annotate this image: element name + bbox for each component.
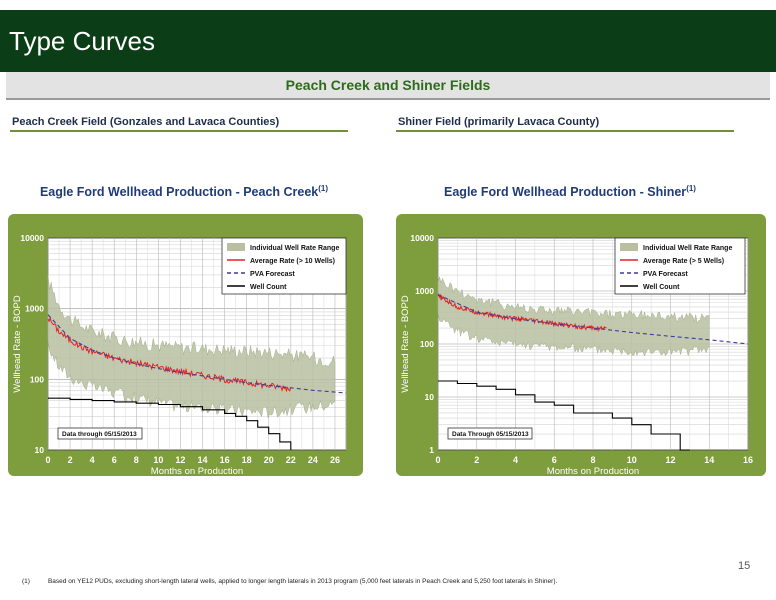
y-axis-label: Wellhead Rate - BOPD <box>400 295 411 393</box>
pva-forecast-line <box>47 314 347 394</box>
x-tick-label: 8 <box>590 455 595 465</box>
legend-swatch <box>227 243 245 251</box>
x-tick-label: 24 <box>308 455 318 465</box>
y-tick-label: 10 <box>425 392 435 402</box>
left-chart-title-text: Eagle Ford Wellhead Production - Peach C… <box>39 185 319 200</box>
x-tick-label: 2 <box>68 455 73 465</box>
y-tick-label: 100 <box>420 339 434 349</box>
well-count-line <box>438 380 690 451</box>
x-tick-label: 26 <box>330 455 340 465</box>
average-rate-line <box>47 316 292 393</box>
legend-label: PVA Forecast <box>643 271 688 278</box>
y-tick-label: 1 <box>429 445 434 455</box>
section-banner: Peach Creek and Shiner Fields <box>6 72 770 100</box>
left-chart-title: Eagle Ford Wellhead Production - Peach C… <box>4 184 364 199</box>
banner-title: Peach Creek and Shiner Fields <box>285 77 491 93</box>
legend-label: Average Rate (> 10 Wells) <box>250 258 335 265</box>
x-tick-label: 12 <box>175 455 185 465</box>
data-through-box <box>57 427 143 440</box>
x-tick-label: 0 <box>45 455 50 465</box>
page-title: Type Curves <box>9 26 155 56</box>
y-tick-label: 10 <box>35 445 45 455</box>
x-axis-label: Months on Production <box>547 466 639 476</box>
y-tick-label: 1000 <box>415 286 434 296</box>
right-chart-title-footnote: (1) <box>686 184 696 193</box>
left-field-heading: Peach Creek Field (Gonzales and Lavaca C… <box>12 116 280 128</box>
x-tick-label: 14 <box>704 455 714 465</box>
legend-label: Individual Well Rate Range <box>643 245 732 252</box>
footnote: (1) Based on YE12 PUDs, excluding short-l… <box>22 578 557 585</box>
data-through-label: Data Through 05/15/2013 <box>452 431 529 438</box>
footnote-text: Based on YE12 PUDs, excluding short-leng… <box>47 578 558 585</box>
average-rate-line <box>437 292 607 333</box>
x-tick-label: 10 <box>153 455 163 465</box>
x-tick-label: 20 <box>264 455 274 465</box>
right-chart-title-text: Eagle Ford Wellhead Production - Shiner <box>444 185 687 200</box>
y-tick-label: 1000 <box>25 304 44 314</box>
legend-label: Individual Well Rate Range <box>250 245 339 252</box>
x-tick-label: 2 <box>474 455 479 465</box>
x-tick-label: 6 <box>552 455 557 465</box>
x-tick-label: 10 <box>627 455 637 465</box>
legend-label: PVA Forecast <box>250 271 295 278</box>
y-tick-label: 10000 <box>410 233 434 243</box>
legend-label: Well Count <box>250 284 287 291</box>
data-through-box <box>447 427 533 440</box>
x-tick-label: 6 <box>112 455 117 465</box>
x-tick-label: 22 <box>286 455 296 465</box>
left-heading-rule <box>10 130 348 132</box>
x-tick-label: 18 <box>242 455 252 465</box>
well-count-line <box>48 397 292 450</box>
legend-label: Average Rate (> 5 Wells) <box>643 258 724 265</box>
right-heading-rule <box>396 130 734 132</box>
y-tick-label: 10000 <box>20 233 44 243</box>
shiner-chart: 0 2 4 6 8 10 12 14 16 1 10 100 1000 10000 Months on Pr… <box>396 214 766 476</box>
legend-label: Well Count <box>643 284 680 291</box>
data-through-label: Data through 05/15/2013 <box>62 431 137 438</box>
x-tick-label: 0 <box>435 455 440 465</box>
x-tick-label: 16 <box>220 455 230 465</box>
x-tick-label: 8 <box>134 455 139 465</box>
right-field-heading: Shiner Field (primarily Lavaca County) <box>398 116 600 128</box>
x-tick-label: 14 <box>198 455 208 465</box>
page-number: 15 <box>738 560 751 572</box>
well-rate-range-band <box>47 274 336 419</box>
header-bar <box>0 10 776 72</box>
legend-swatch <box>620 243 638 251</box>
y-tick-label: 100 <box>30 374 44 384</box>
right-chart-title: Eagle Ford Wellhead Production - Shiner(… <box>390 184 750 199</box>
x-tick-label: 4 <box>513 455 518 465</box>
well-rate-range-band <box>437 275 710 357</box>
x-tick-label: 4 <box>90 455 95 465</box>
footnote-mark: (1) <box>22 578 30 585</box>
peach-creek-chart: 0 2 4 6 8 10 12 14 16 18 20 22 24 2610100100010000Mon… <box>8 214 363 476</box>
x-tick-label: 16 <box>743 455 753 465</box>
left-chart-title-footnote: (1) <box>318 184 329 193</box>
x-axis-label: Months on Production <box>151 466 243 476</box>
x-tick-label: 12 <box>665 455 675 465</box>
y-axis-label: Wellhead Rate - BOPD <box>12 295 23 393</box>
